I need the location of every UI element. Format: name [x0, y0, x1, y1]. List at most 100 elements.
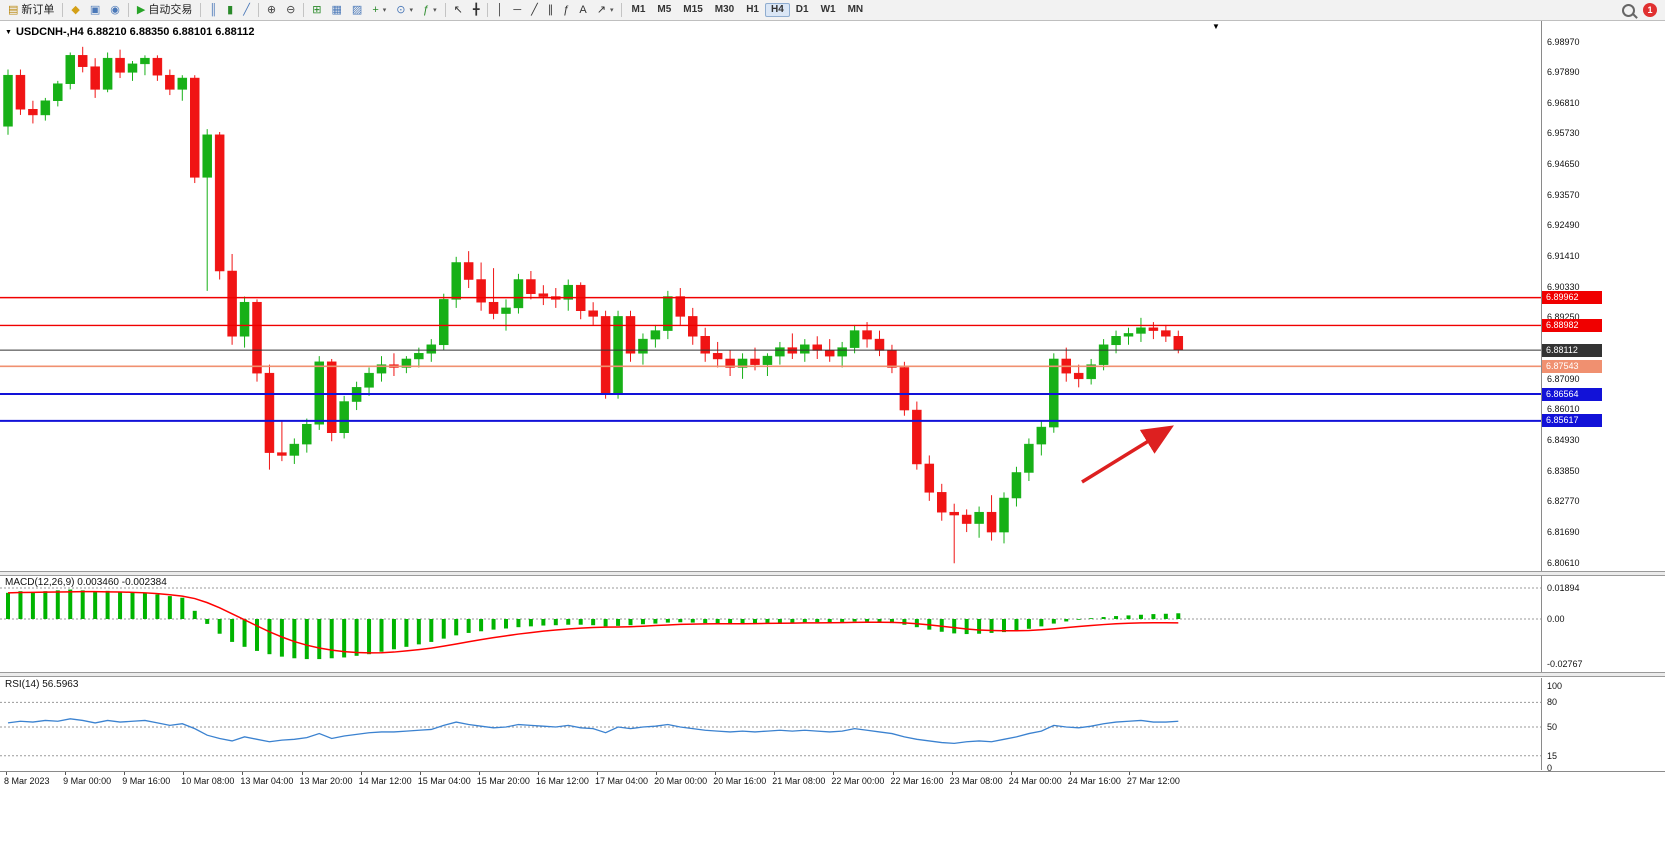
time-axis-label: 14 Mar 12:00: [358, 776, 412, 786]
chart-dropdown-icon[interactable]: ▼: [5, 28, 12, 36]
macd-canvas[interactable]: [0, 576, 1541, 672]
candlestick-type-button[interactable]: ▮: [222, 3, 238, 18]
cursor-button[interactable]: ↖: [449, 3, 468, 18]
new-chart-button[interactable]: + ▾: [367, 3, 391, 18]
trendline-button[interactable]: ╱: [526, 3, 543, 18]
group-windows: ◆ ▣ ◉: [66, 0, 124, 20]
horizontal-line-icon: ─: [513, 3, 522, 16]
indicators-button[interactable]: ƒ ▾: [418, 3, 442, 18]
candlestick-type-icon: ▮: [227, 3, 234, 16]
price-axis-label: 6.93570: [1547, 189, 1580, 200]
time-axis-tick: [656, 772, 658, 775]
toolbar-separator: [62, 3, 64, 17]
tf-h4-button[interactable]: H4: [765, 3, 790, 17]
toolbar-separator: [303, 3, 305, 17]
tf-m5-button[interactable]: M5: [651, 3, 677, 17]
tf-m30-button-label: M30: [714, 4, 735, 15]
notification-badge[interactable]: 1: [1643, 3, 1657, 17]
toolbar-separator: [200, 3, 202, 17]
time-axis-label: 21 Mar 08:00: [772, 776, 826, 786]
search-icon[interactable]: [1622, 3, 1635, 17]
toolbar-separator: [621, 3, 623, 17]
time-axis-tick: [951, 772, 953, 775]
time-axis-label: 20 Mar 00:00: [654, 776, 708, 786]
tf-h4-button-label: H4: [771, 4, 784, 15]
auto-trading-button[interactable]: ▶ 自动交易: [132, 3, 197, 18]
group-layout: ⊞ ▦ ▨ + ▾ ⊙ ▾ ƒ ▾: [307, 0, 441, 20]
tf-d1-button[interactable]: D1: [790, 3, 815, 17]
panel-splitter-macd[interactable]: [0, 571, 1665, 576]
auto-arrange-button[interactable]: ▦: [327, 3, 347, 18]
price-level-tag: 6.86564: [1542, 387, 1602, 401]
refresh-button[interactable]: ◉: [105, 3, 125, 18]
tf-mn-button[interactable]: MN: [842, 3, 870, 17]
data-window-button[interactable]: ▣: [85, 3, 105, 18]
arrows-button[interactable]: ↗ ▾: [592, 3, 619, 18]
main-chart-canvas[interactable]: [0, 21, 1541, 571]
chart-title: ▼ USDCNH-,H4 6.88210 6.88350 6.88101 6.8…: [5, 26, 254, 38]
fibonacci-button[interactable]: ƒ: [558, 3, 574, 18]
quotes-button[interactable]: ◆: [66, 3, 84, 18]
arrows-icon: ↗: [596, 3, 606, 16]
price-level-tag: 6.87543: [1542, 359, 1602, 373]
price-axis-label: 6.86010: [1547, 404, 1580, 415]
macd-label: MACD(12,26,9) 0.003460 -0.002384: [5, 577, 167, 588]
tf-m1-button[interactable]: M1: [625, 3, 651, 17]
price-axis-label: 6.84930: [1547, 434, 1580, 445]
track-chart-button[interactable]: ▨: [347, 3, 367, 18]
period-menu-button[interactable]: ⊙ ▾: [391, 3, 418, 18]
toolbar-separator: [487, 3, 489, 17]
tile-windows-button[interactable]: ⊞: [307, 3, 326, 18]
new-chart-icon: +: [372, 3, 379, 16]
tf-h1-button-label: H1: [746, 4, 759, 15]
price-axis-label: 6.98970: [1547, 36, 1580, 47]
line-chart-type-icon: ╱: [243, 3, 250, 16]
macd-axis-label: 0.00: [1547, 614, 1565, 624]
rsi-label: RSI(14) 56.5963: [5, 679, 79, 690]
time-axis-tick: [537, 772, 539, 775]
chart-shift-icon[interactable]: ▼: [1212, 22, 1220, 31]
rsi-canvas[interactable]: [0, 678, 1541, 770]
zoom-in-button[interactable]: ⊕: [262, 3, 281, 18]
price-axis[interactable]: 6.89962 6.88982 6.88112 6.87543 6.86564 6.856…: [1541, 21, 1665, 571]
price-axis-label: 6.89250: [1547, 312, 1580, 323]
time-axis-label: 13 Mar 04:00: [240, 776, 294, 786]
time-axis-tick: [183, 772, 185, 775]
tf-h1-button[interactable]: H1: [740, 3, 765, 17]
panel-splitter-rsi[interactable]: [0, 672, 1665, 677]
price-level-tag: 6.88112: [1542, 343, 1602, 357]
vertical-line-button[interactable]: │: [491, 3, 508, 18]
time-axis-tick: [65, 772, 67, 775]
text-button[interactable]: A: [574, 3, 591, 18]
rsi-axis-label: 80: [1547, 697, 1558, 708]
channel-button[interactable]: ∥: [543, 3, 559, 18]
tf-m15-button-label: M15: [683, 4, 703, 15]
tf-m15-button[interactable]: M15: [677, 3, 708, 17]
line-chart-type-button[interactable]: ╱: [238, 3, 255, 18]
indicators-icon: ƒ: [423, 3, 430, 16]
time-axis-label: 22 Mar 00:00: [831, 776, 885, 786]
auto-arrange-icon: ▦: [331, 3, 342, 16]
auto-trading-button-label: 自动交易: [148, 3, 193, 16]
tf-m30-button[interactable]: M30: [709, 3, 740, 17]
bar-chart-type-button[interactable]: ║: [204, 3, 222, 18]
toolbar-separator: [444, 3, 446, 17]
macd-axis-label: 0.01894: [1547, 583, 1580, 593]
tf-m5-button-label: M5: [657, 4, 672, 15]
tf-w1-button[interactable]: W1: [815, 3, 842, 17]
group-timeframes: M1 M5 M15 M30 H1 H4 D1 W1 MN: [625, 0, 869, 20]
horizontal-line-button[interactable]: ─: [508, 3, 526, 18]
time-axis-tick: [892, 772, 894, 775]
new-order-button[interactable]: ▤ 新订单: [3, 3, 59, 18]
group-zoom: ⊕ ⊖: [262, 0, 300, 20]
crosshair-button[interactable]: ╋: [468, 3, 485, 18]
candlestick-series: [3, 46, 1184, 564]
new-order-icon: ▤: [8, 3, 19, 16]
time-axis[interactable]: 8 Mar 2023 9 Mar 00:00 9 Mar 16:00 10 Mar 0…: [0, 771, 1665, 791]
time-axis-label: 27 Mar 12:00: [1126, 776, 1180, 786]
zoom-out-button[interactable]: ⊖: [281, 3, 300, 18]
price-axis-label: 6.94650: [1547, 159, 1580, 170]
tf-d1-button-label: D1: [795, 4, 809, 15]
chart-title-text: USDCNH-,H4 6.88210 6.88350 6.88101 6.881…: [15, 26, 255, 38]
dropdown-caret-icon: ▾: [609, 6, 614, 14]
